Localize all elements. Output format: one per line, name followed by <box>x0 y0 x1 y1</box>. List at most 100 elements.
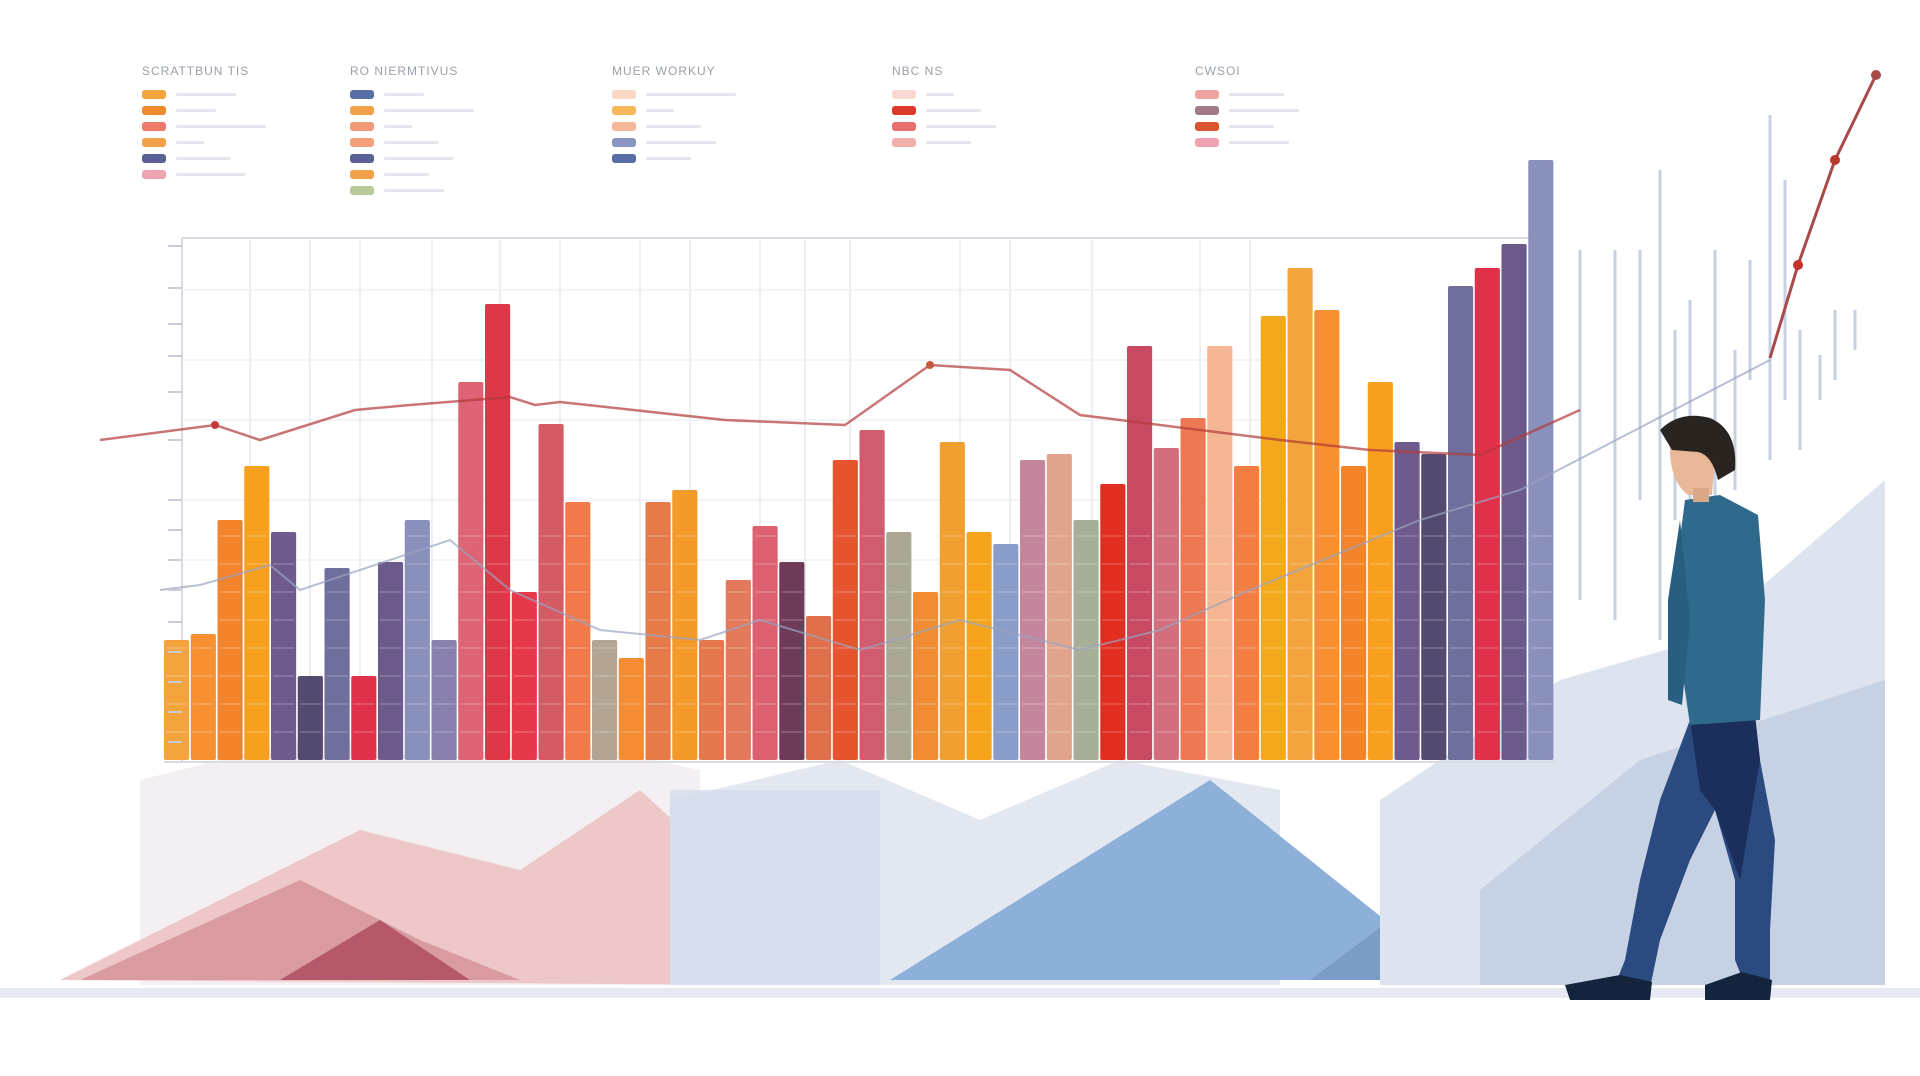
legend-title-3: MUER WORKUY <box>612 64 716 78</box>
legend-swatch <box>350 89 374 99</box>
chart-bar <box>699 640 725 760</box>
legend-item <box>1195 102 1299 118</box>
legend-item <box>142 134 266 150</box>
legend-item <box>142 118 266 134</box>
chart-bar <box>351 676 377 760</box>
chart-bar <box>565 502 591 760</box>
chart-bar <box>752 526 778 760</box>
legend-item <box>612 118 736 134</box>
chart-bar <box>1421 454 1447 760</box>
legend-swatch <box>612 121 636 131</box>
chart-bar <box>1260 316 1286 760</box>
axis-tick-marks <box>168 245 182 743</box>
chart-bar <box>190 634 216 760</box>
legend-block-5: CWSOI <box>1195 64 1299 150</box>
legend-block-4: NBC NS <box>892 64 996 150</box>
chart-bar <box>886 532 912 760</box>
chart-bar <box>485 304 511 760</box>
legend-item <box>350 86 474 102</box>
legend-label-line <box>926 140 971 144</box>
legend-label-line <box>1229 140 1289 144</box>
legend-swatch <box>350 105 374 115</box>
chart-bar <box>1100 484 1126 760</box>
chart-bar <box>1127 346 1153 760</box>
person-torso <box>1672 495 1765 725</box>
legend-swatch <box>142 169 166 179</box>
chart-bar <box>1367 382 1393 760</box>
legend-label-line <box>384 156 454 160</box>
person-figure <box>1565 415 1775 1000</box>
chart-bars <box>164 160 1554 760</box>
chart-bar <box>1180 418 1206 760</box>
legend-label-line <box>926 124 996 128</box>
legend-label-line <box>926 108 981 112</box>
person-arm <box>1668 520 1690 705</box>
legend-swatch <box>612 105 636 115</box>
legend-swatch <box>612 89 636 99</box>
legend-item <box>350 166 474 182</box>
legend-swatch <box>892 89 916 99</box>
chart-bar <box>859 430 885 760</box>
chart-bar <box>939 442 965 760</box>
stock-line <box>1768 70 1881 359</box>
chart-bar <box>458 382 484 760</box>
legend-label-line <box>176 108 216 112</box>
legend-swatch <box>1195 137 1219 147</box>
legend-item <box>612 86 736 102</box>
chart-bar <box>378 562 404 760</box>
legend-swatch <box>350 169 374 179</box>
chart-bar <box>1046 454 1072 760</box>
legend-item <box>1195 86 1299 102</box>
legend-label-line <box>176 92 236 96</box>
chart-bar <box>1394 442 1420 760</box>
chart-bar <box>324 568 350 760</box>
legend-item <box>1195 118 1299 134</box>
chart-bar <box>913 592 939 760</box>
legend-label-line <box>646 140 716 144</box>
chart-bar <box>297 676 323 760</box>
chart-bar <box>1528 160 1554 760</box>
legend-label-line <box>176 156 231 160</box>
legend-item <box>350 118 474 134</box>
trend-lines <box>99 359 1771 652</box>
chart-bar <box>1341 466 1367 760</box>
chart-bar <box>618 658 644 760</box>
legend-item <box>142 86 266 102</box>
legend-swatch <box>892 121 916 131</box>
legend-title-5: CWSOI <box>1195 64 1241 78</box>
legend-label-line <box>176 172 246 176</box>
legend-swatch <box>892 105 916 115</box>
legend-swatch <box>350 185 374 195</box>
legend-item <box>350 150 474 166</box>
legend-label-line <box>176 124 266 128</box>
legend-label-line <box>1229 124 1274 128</box>
chart-bar <box>271 532 297 760</box>
legend-item <box>142 102 266 118</box>
legend-swatch <box>1195 89 1219 99</box>
chart-bar <box>164 640 190 760</box>
legend-swatch <box>1195 105 1219 115</box>
legend-item <box>892 86 996 102</box>
legend-item <box>612 102 736 118</box>
legend-label-line <box>384 92 424 96</box>
chart-bar <box>1314 310 1340 760</box>
chart-bar <box>1073 520 1099 760</box>
person-hair <box>1660 415 1736 480</box>
chart-bar <box>1474 268 1500 760</box>
legend-item <box>612 134 736 150</box>
legend-swatch <box>142 121 166 131</box>
legend-swatch <box>612 153 636 163</box>
legend-item <box>892 134 996 150</box>
legend-block-1: SCRATTBUN TIS <box>142 64 266 182</box>
trend-line-secondary <box>159 359 1771 652</box>
chart-bar <box>217 520 243 760</box>
legend-swatch <box>892 137 916 147</box>
chart-bar <box>1287 268 1313 760</box>
legend-block-2: RO NIERMTIVUS <box>350 64 474 198</box>
legend-label-line <box>646 92 736 96</box>
trend-line-main <box>99 363 1581 457</box>
chart-bar <box>244 466 270 760</box>
legend-item <box>1195 134 1299 150</box>
legend-label-line <box>646 108 674 112</box>
